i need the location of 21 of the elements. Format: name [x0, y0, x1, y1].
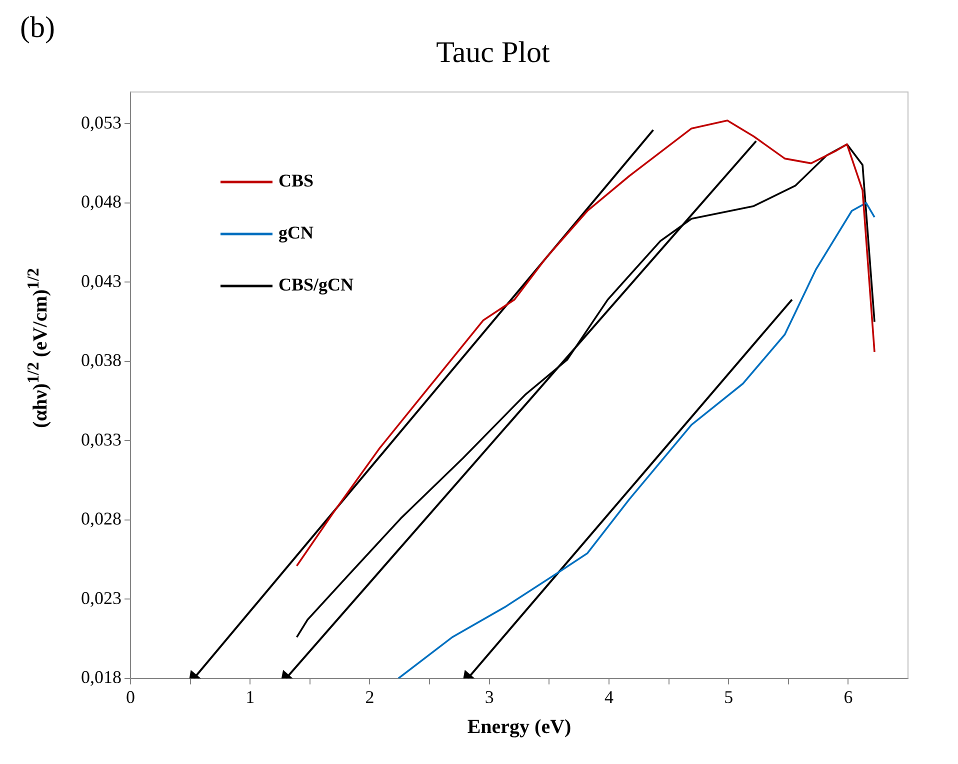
y-tick-label: 0,023 [81, 588, 122, 608]
chart-title: Tauc Plot [436, 36, 551, 69]
x-tick-label: 0 [126, 686, 135, 707]
legend-label: CBS [278, 170, 314, 191]
y-tick-label: 0,018 [81, 667, 122, 688]
y-tick-label: 0,038 [81, 350, 122, 370]
y-tick-label: 0,033 [81, 429, 122, 450]
x-tick-label: 6 [844, 686, 853, 707]
x-tick-label: 1 [246, 686, 255, 707]
y-tick-label: 0,028 [81, 508, 122, 529]
legend-label: CBS/gCN [278, 274, 354, 295]
y-tick-label: 0,048 [81, 192, 122, 212]
x-tick-label: 3 [484, 686, 494, 707]
legend-label: gCN [278, 222, 314, 243]
x-tick-label: 5 [724, 686, 734, 707]
x-tick-label: 2 [365, 686, 374, 707]
y-tick-label: 0,043 [81, 270, 122, 291]
x-tick-label: 4 [604, 686, 614, 707]
y-tick-label: 0,053 [81, 112, 122, 132]
x-axis-title: Energy (eV) [467, 716, 572, 738]
text: (b) [20, 10, 55, 44]
